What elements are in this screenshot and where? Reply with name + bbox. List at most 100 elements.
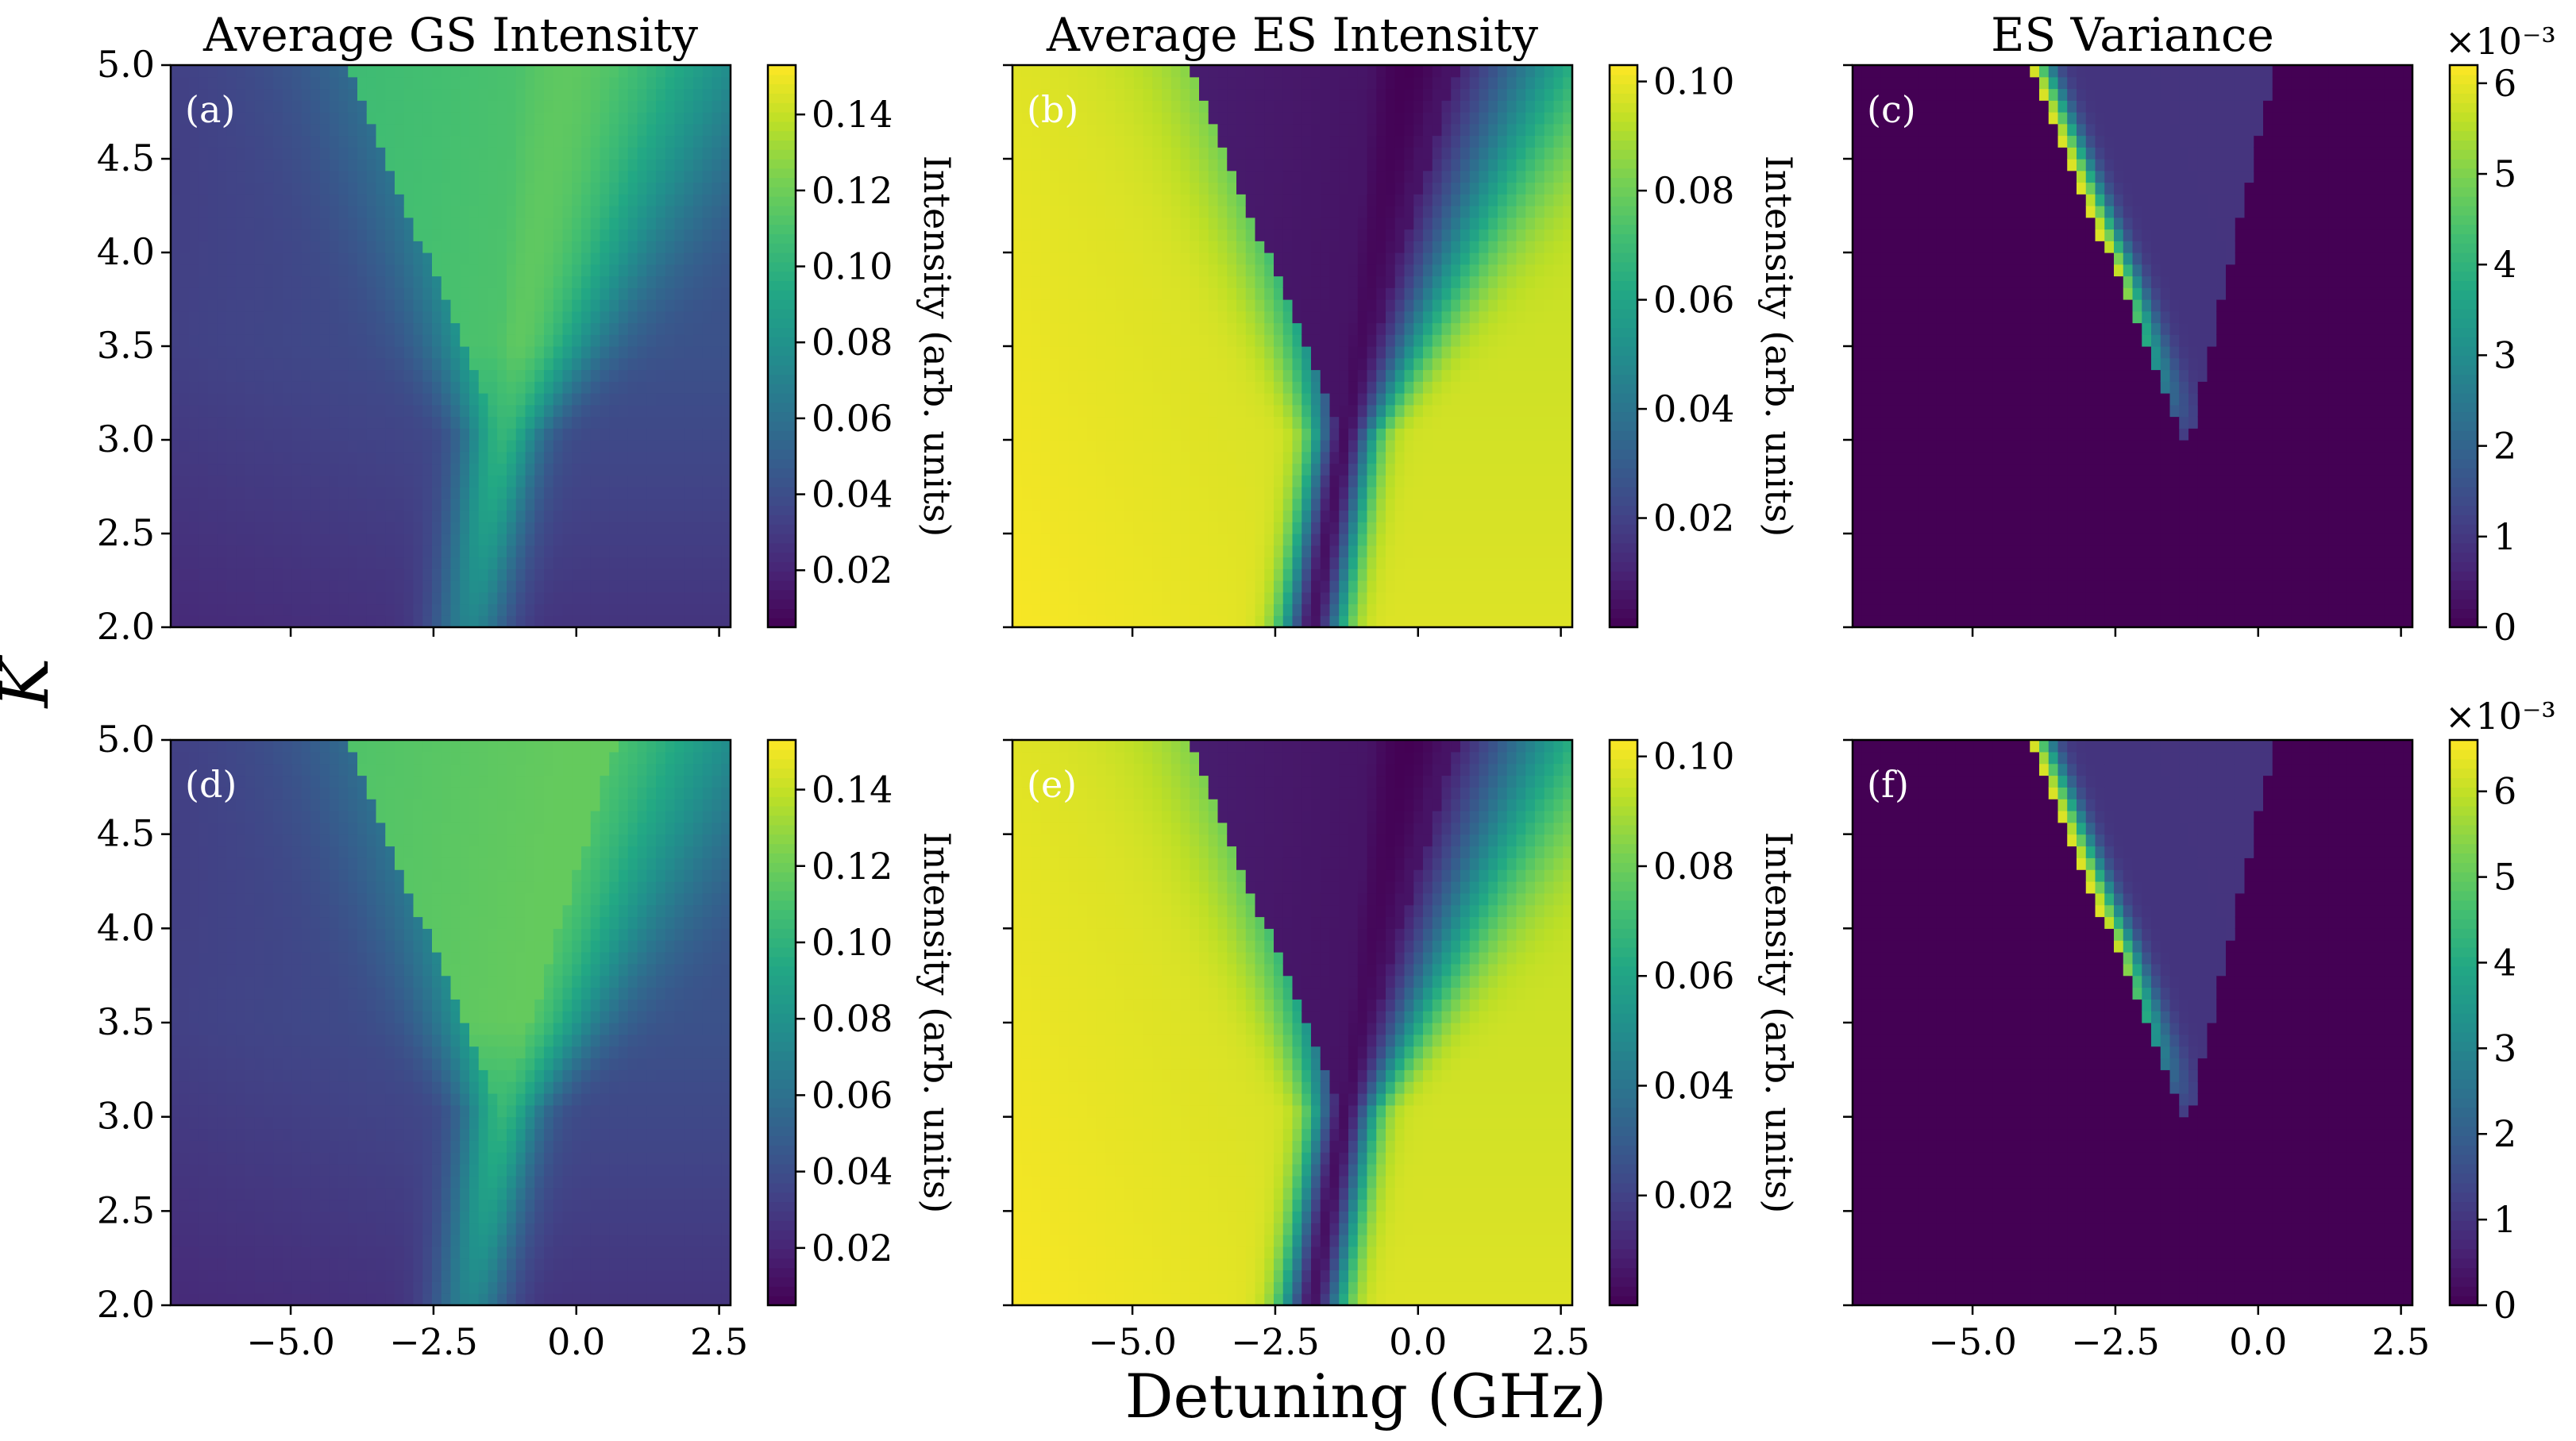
heatmap-cell [1031,440,1041,453]
heatmap-cell [301,252,311,265]
heatmap-cell [619,522,629,534]
heatmap-cell [217,381,228,394]
heatmap-cell [441,299,452,312]
heatmap-cell [1162,159,1172,171]
heatmap-cell [469,440,480,453]
heatmap-cell [320,299,330,312]
colorbar-segment [768,355,796,366]
heatmap-cell [600,310,610,324]
heatmap-cell [254,252,265,265]
heatmap-cell [562,217,573,230]
heatmap-cell [1059,241,1070,253]
heatmap-cell [310,65,321,78]
heatmap-cell [525,381,535,394]
heatmap-cell [432,159,442,171]
heatmap-cell [600,76,610,90]
heatmap-cell [208,322,218,335]
heatmap-cell [366,440,377,453]
heatmap-cell [1348,334,1359,347]
heatmap-cell [665,463,676,476]
heatmap-cell [534,498,545,511]
colorbar-tick-label: 0.12 [812,169,893,212]
heatmap-cell [441,264,452,277]
heatmap-cell [1059,487,1070,499]
heatmap-cell [693,159,704,171]
heatmap-cell [581,428,592,441]
heatmap-cell [609,416,619,429]
heatmap-cell [497,580,507,593]
heatmap-cell [534,135,545,148]
heatmap-cell [637,112,647,125]
heatmap-cell [581,580,592,593]
heatmap-cell [627,381,638,394]
heatmap-cell [1311,404,1321,418]
heatmap-cell [1068,241,1078,253]
heatmap-cell [1012,568,1023,581]
heatmap-cell [395,615,405,628]
heatmap-cell [320,182,330,195]
heatmap-cell [208,135,218,148]
heatmap-cell [1292,112,1302,125]
heatmap-cell [1152,206,1163,218]
heatmap-cell [441,112,452,125]
heatmap-cell [721,217,731,230]
heatmap-cell [646,534,657,546]
heatmap-cell [590,322,601,335]
heatmap-cell [376,334,386,347]
heatmap-cell [646,475,657,487]
heatmap-cell [291,487,303,499]
heatmap-cell [1115,217,1125,230]
heatmap-cell [283,264,293,277]
heatmap-cell [609,603,619,616]
heatmap-cell [199,310,209,324]
heatmap-cell [1320,416,1331,429]
heatmap-cell [665,568,676,581]
heatmap-cell [1124,229,1135,241]
heatmap-cell [497,381,507,394]
heatmap-cell [693,369,704,382]
heatmap-cell [1096,334,1107,347]
heatmap-cell [413,475,423,487]
heatmap-cell [478,334,489,347]
heatmap-cell [1105,147,1116,160]
heatmap-cell [376,510,386,522]
heatmap-cell [301,463,311,476]
heatmap-cell [609,76,619,90]
heatmap-cell [1329,522,1340,534]
heatmap-cell [450,428,461,441]
heatmap-cell [656,322,666,335]
heatmap-cell [497,463,507,476]
heatmap-cell [1199,475,1209,487]
heatmap-cell [422,135,433,148]
heatmap-cell [1217,557,1228,569]
heatmap-cell [1292,381,1302,394]
heatmap-cell [1394,369,1406,382]
heatmap-cell [441,310,452,324]
heatmap-cell [208,440,218,453]
heatmap-cell [1394,123,1406,137]
heatmap-cell [525,475,535,487]
heatmap-cell [1367,498,1377,511]
heatmap-cell [1320,381,1331,394]
heatmap-cell [179,346,191,359]
heatmap-cell [1180,65,1190,78]
heatmap-cell [637,428,647,441]
heatmap-cell [600,217,610,230]
heatmap-cell [348,440,358,453]
heatmap-cell [376,170,386,183]
heatmap-cell [338,206,349,218]
heatmap-cell [646,428,657,441]
heatmap-cell [395,498,405,511]
heatmap-cell [376,580,386,593]
heatmap-cell [674,194,684,206]
heatmap-cell [310,615,321,628]
heatmap-cell [1180,147,1190,160]
heatmap-cell [1255,217,1265,230]
heatmap-cell [432,451,442,464]
heatmap-cell [236,393,246,406]
heatmap-cell [1170,475,1182,487]
heatmap-cell [534,545,545,558]
heatmap-cell [441,404,452,418]
heatmap-cell [179,264,191,277]
heatmap-cell [1162,206,1172,218]
